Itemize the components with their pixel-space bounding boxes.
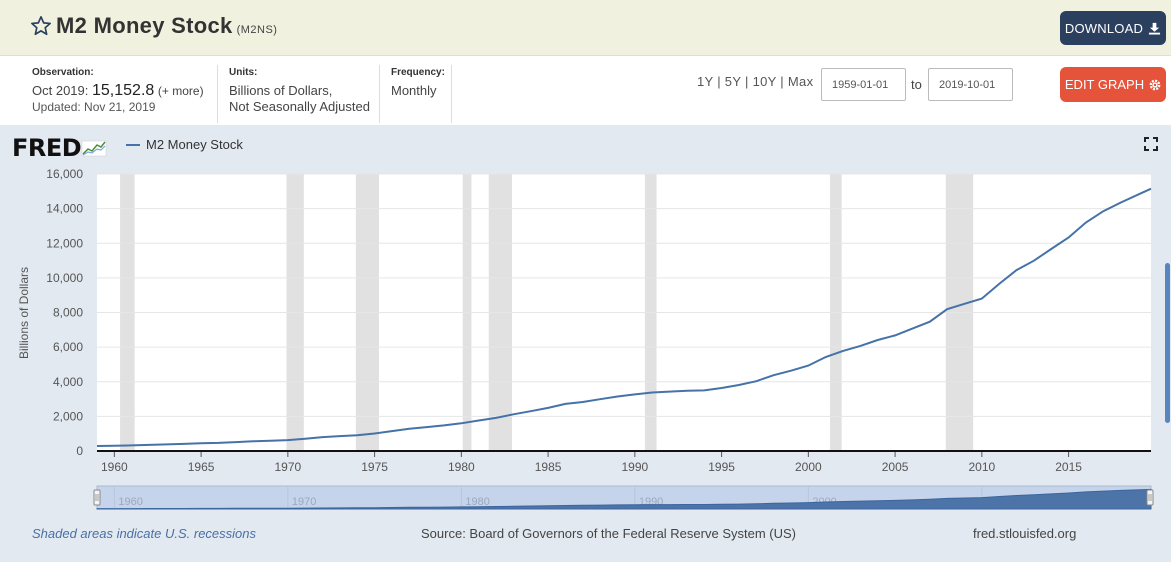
y-tick-label: 4,000 (53, 375, 83, 389)
legend-label: M2 Money Stock (146, 137, 243, 152)
y-axis-label: Billions of Dollars (17, 267, 31, 359)
x-tick-label: 1995 (708, 460, 735, 474)
star-icon[interactable] (30, 15, 52, 37)
y-tick-label: 0 (76, 444, 83, 458)
observation-label: Observation: (32, 67, 94, 78)
gridlines (97, 173, 1151, 417)
meta-divider (451, 65, 452, 123)
range-10y[interactable]: 10Y (752, 74, 777, 89)
y-tick-label: 16,000 (46, 167, 83, 181)
end-date-input[interactable]: 2019-10-01 (928, 68, 1013, 101)
units-line1: Billions of Dollars, (229, 83, 333, 98)
download-button[interactable]: DOWNLOAD (1060, 11, 1166, 45)
series-title: M2 Money Stock (56, 13, 233, 38)
navigator-series (96, 488, 1152, 510)
series-meta: Observation: Oct 2019: 15,152.8 (+ more)… (0, 57, 1171, 125)
observation-date: Oct 2019: (32, 83, 89, 98)
navigator-tick-label: 1960 (118, 496, 142, 508)
gear-icon (1149, 79, 1161, 90)
observation-block: Observation: Oct 2019: 15,152.8 (+ more)… (32, 65, 204, 115)
updated-date: Updated: Nov 21, 2019 (32, 100, 156, 114)
x-tick-label: 1985 (535, 460, 562, 474)
series-line (96, 187, 1152, 447)
y-tick-label: 14,000 (46, 202, 83, 216)
navigator-tick-label: 1970 (292, 496, 316, 508)
observation-value: 15,152.8 (92, 82, 155, 99)
fred-url[interactable]: fred.stlouisfed.org (973, 526, 1077, 541)
source-text: Source: Board of Governors of the Federa… (421, 526, 796, 541)
download-label: DOWNLOAD (1064, 20, 1144, 36)
meta-divider (379, 65, 380, 123)
fred-logo[interactable]: FRED (12, 134, 107, 162)
fred-logo-text: FRED (12, 134, 82, 162)
x-tick-label: 1980 (448, 460, 475, 474)
chart-area: 0 2,000 4,000 6,000 8,000 10,000 12,000 14,000 1… (0, 125, 1171, 562)
download-icon (1149, 22, 1161, 35)
page-scrollbar[interactable] (1165, 263, 1170, 423)
x-tick-label: 1965 (188, 460, 215, 474)
range-links: 1Y | 5Y | 10Y | Max (697, 74, 814, 89)
to-label: to (911, 77, 922, 92)
edit-graph-button[interactable]: EDIT GRAPH (1060, 67, 1166, 102)
x-tick-label: 2015 (1055, 460, 1082, 474)
x-tick-label: 1975 (361, 460, 388, 474)
edit-graph-label: EDIT GRAPH (1064, 77, 1145, 92)
y-tick-label: 12,000 (46, 236, 83, 250)
fred-graph-icon (81, 140, 107, 157)
navigator-handle-left[interactable] (93, 489, 101, 506)
range-1y[interactable]: 1Y (697, 74, 714, 89)
recessions-note: Shaded areas indicate U.S. recessions (32, 526, 257, 541)
y-axis-ticks: 0 2,000 4,000 6,000 8,000 10,000 12,000 14,000 1… (46, 167, 83, 458)
x-tick-label: 1960 (101, 460, 128, 474)
x-tick-label: 2010 (968, 460, 995, 474)
fullscreen-icon[interactable] (1144, 137, 1158, 151)
y-tick-label: 10,000 (46, 271, 83, 285)
chart-svg: 0 2,000 4,000 6,000 8,000 10,000 12,000 14,000 1… (17, 167, 1154, 510)
x-tick-label: 2005 (882, 460, 909, 474)
x-tick-label: 2000 (795, 460, 822, 474)
y-tick-label: 2,000 (53, 409, 83, 423)
x-axis-ticks: 1960 1965 1970 1975 1980 1985 1990 1995 2000 2005… (101, 451, 1082, 474)
series-header: M2 Money Stock (M2NS) DOWNLOAD (0, 0, 1171, 56)
x-tick-label: 1990 (621, 460, 648, 474)
series-id: (M2NS) (236, 24, 278, 36)
navigator-handle-right[interactable] (1146, 489, 1154, 506)
start-date-input[interactable]: 1959-01-01 (821, 68, 906, 101)
units-label: Units: (229, 67, 258, 78)
x-tick-label: 1970 (274, 460, 301, 474)
range-5y[interactable]: 5Y (724, 74, 742, 89)
legend-swatch (126, 143, 140, 146)
page-title: M2 Money Stock (M2NS) (56, 13, 277, 39)
frequency-block: Frequency: Monthly (391, 65, 445, 99)
meta-divider (217, 65, 218, 123)
frequency-value: Monthly (391, 83, 437, 98)
observation-more-link[interactable]: (+ more) (157, 84, 204, 98)
frequency-label: Frequency: (391, 67, 445, 78)
y-tick-label: 8,000 (53, 306, 83, 320)
chart-legend: M2 Money Stock (126, 137, 243, 152)
units-block: Units: Billions of Dollars, Not Seasonal… (229, 65, 370, 115)
range-max[interactable]: Max (787, 74, 814, 89)
navigator-tick-label: 1980 (465, 496, 489, 508)
units-line2: Not Seasonally Adjusted (229, 99, 370, 114)
y-tick-label: 6,000 (53, 340, 83, 354)
